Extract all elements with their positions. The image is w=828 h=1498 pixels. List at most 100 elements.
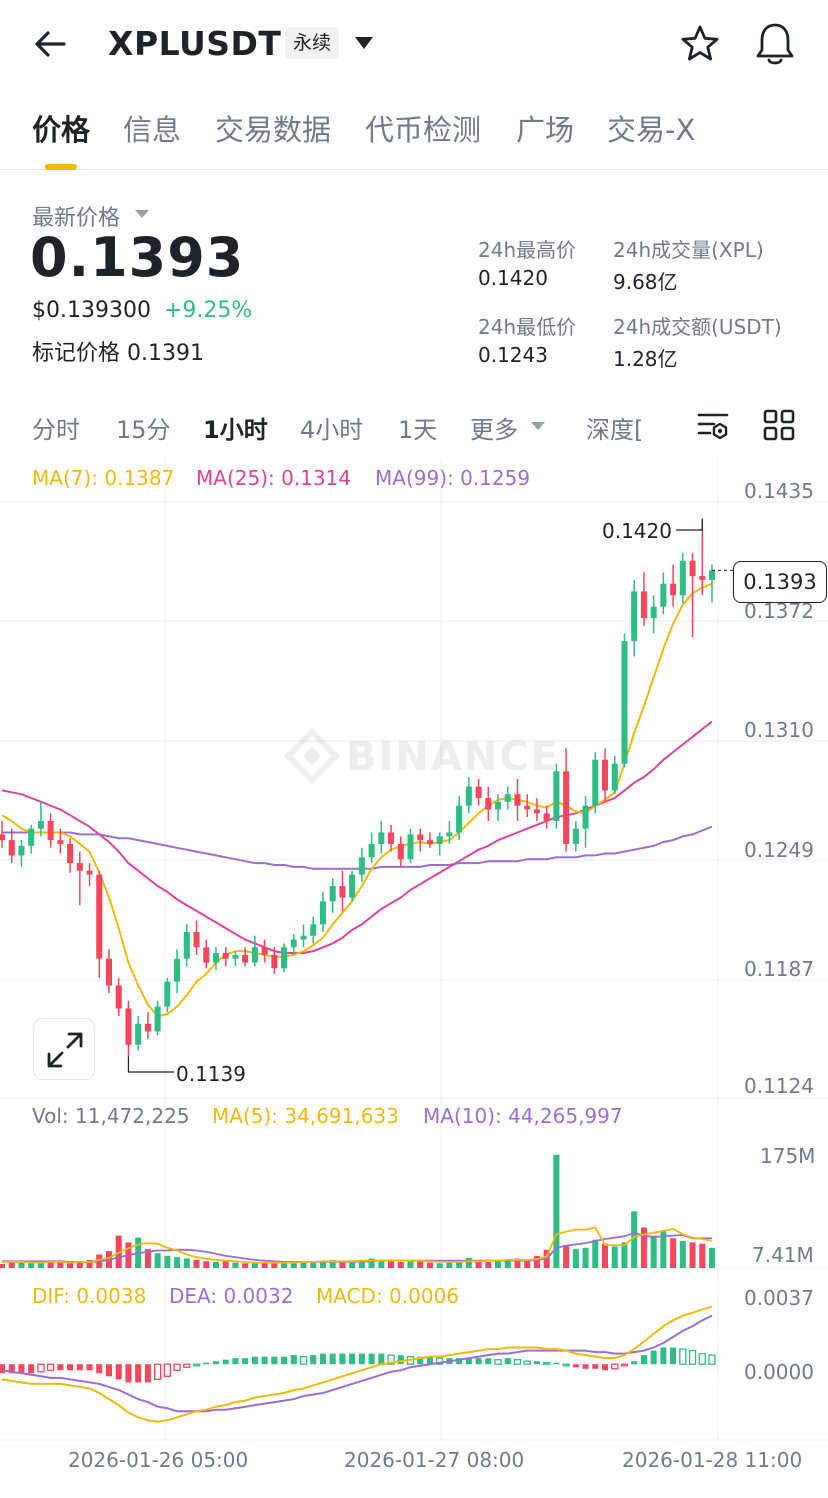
macd-histogram-bar bbox=[397, 1355, 404, 1365]
volume-axis-label: 175M bbox=[760, 1144, 816, 1168]
volume-bar bbox=[174, 1257, 181, 1268]
interval-timeshare[interactable]: 分时 bbox=[32, 416, 80, 444]
macd-histogram-bar bbox=[18, 1364, 25, 1374]
macd-histogram-bar bbox=[494, 1359, 502, 1365]
candle-body bbox=[144, 1023, 151, 1032]
tab-trade-x[interactable]: 交易-X bbox=[607, 113, 696, 147]
high-price-annotation: 0.1420 bbox=[602, 519, 672, 543]
candle-body bbox=[524, 805, 531, 810]
bottom-strip bbox=[0, 1488, 828, 1498]
symbol-title[interactable]: XPLUSDT bbox=[108, 24, 282, 63]
macd-histogram-bar bbox=[601, 1364, 609, 1371]
stat-low-value: 0.1243 bbox=[478, 343, 548, 367]
volume-bar bbox=[368, 1258, 375, 1268]
current-price-tag[interactable]: 0.1393 bbox=[733, 561, 827, 603]
interval-1d[interactable]: 1天 bbox=[398, 416, 438, 444]
dif-legend: DIF: 0.0038 bbox=[32, 1284, 147, 1308]
volume-bar bbox=[261, 1262, 268, 1268]
candle-body bbox=[572, 828, 579, 844]
volume-bar bbox=[329, 1259, 336, 1268]
candle-body bbox=[446, 832, 453, 837]
candle-body bbox=[358, 857, 365, 875]
tab-trading-data[interactable]: 交易数据 bbox=[215, 113, 332, 147]
candle-body bbox=[183, 931, 190, 959]
indicator-settings-icon[interactable] bbox=[696, 408, 730, 442]
volume-bar bbox=[572, 1249, 579, 1268]
candle-body bbox=[417, 834, 424, 841]
volume-bar bbox=[426, 1262, 433, 1268]
volume-bar bbox=[271, 1261, 278, 1268]
interval-15m[interactable]: 15分 bbox=[116, 416, 171, 444]
tab-token-check[interactable]: 代币检测 bbox=[365, 113, 482, 147]
interval-1h[interactable]: 1小时 bbox=[203, 416, 268, 444]
candle-body bbox=[407, 834, 414, 860]
macd-panel bbox=[0, 1305, 716, 1423]
layout-grid-icon[interactable] bbox=[762, 408, 796, 442]
volume-bar bbox=[203, 1261, 210, 1268]
kline-chart[interactable] bbox=[0, 458, 828, 1498]
macd-axis-label: 0.0037 bbox=[744, 1286, 814, 1310]
candle-body bbox=[135, 1023, 142, 1045]
candle-body bbox=[37, 820, 44, 829]
macd-histogram-bar bbox=[465, 1358, 472, 1365]
binance-watermark bbox=[283, 727, 341, 785]
macd-histogram-bar bbox=[513, 1359, 522, 1365]
macd-histogram-bar bbox=[572, 1364, 579, 1368]
candle-body bbox=[465, 786, 472, 806]
candle-body bbox=[339, 886, 346, 898]
tab-price[interactable]: 价格 bbox=[32, 113, 91, 147]
macd-histogram-bar bbox=[698, 1352, 706, 1365]
volume-bar bbox=[582, 1247, 589, 1268]
macd-histogram-bar bbox=[358, 1353, 365, 1365]
volume-legend: Vol: 11,472,225 bbox=[32, 1104, 190, 1128]
bell-icon[interactable] bbox=[752, 20, 798, 68]
candle-body bbox=[271, 954, 278, 969]
macd-histogram-bar bbox=[153, 1363, 162, 1381]
candle-body bbox=[631, 591, 638, 642]
macd-histogram-bar bbox=[660, 1347, 667, 1365]
candle-body bbox=[193, 931, 200, 948]
stat-volume-label: 24h成交量(XPL) bbox=[613, 238, 764, 262]
macd-histogram-bar bbox=[299, 1355, 308, 1365]
stat-high-label: 24h最高价 bbox=[478, 238, 577, 262]
macd-histogram-bar bbox=[281, 1356, 288, 1365]
tab-square[interactable]: 广场 bbox=[516, 113, 575, 147]
volume-bar bbox=[300, 1261, 307, 1268]
moving-average-lines bbox=[1, 582, 713, 1018]
back-arrow-icon[interactable] bbox=[28, 22, 72, 66]
interval-depth[interactable]: 深度[ bbox=[586, 416, 644, 444]
interval-4h[interactable]: 4小时 bbox=[300, 416, 364, 444]
latest-price-caret-icon[interactable] bbox=[134, 209, 150, 219]
dea-line bbox=[1, 1314, 713, 1413]
macd-histogram-bar bbox=[261, 1356, 268, 1365]
macd-histogram-bar bbox=[37, 1363, 45, 1373]
candle-body bbox=[495, 801, 502, 810]
volume-bar bbox=[640, 1227, 647, 1268]
time-axis-label: 2026-01-26 05:00 bbox=[68, 1448, 249, 1472]
volume-bar bbox=[388, 1261, 395, 1268]
candle-body bbox=[242, 954, 249, 963]
more-caret-icon[interactable] bbox=[530, 421, 546, 431]
volume-bar bbox=[436, 1263, 443, 1268]
macd-histogram-bar bbox=[387, 1354, 395, 1365]
dropdown-caret-icon[interactable] bbox=[354, 36, 374, 50]
volume-bar bbox=[553, 1154, 560, 1268]
macd-histogram-bar bbox=[670, 1347, 677, 1365]
candle-body bbox=[504, 794, 511, 802]
latest-price-label[interactable]: 最新价格 bbox=[32, 206, 121, 231]
price-annotations bbox=[127, 518, 733, 1073]
section-tabs: 价格 信息 交易数据 代币检测 广场 交易-X bbox=[0, 100, 828, 170]
macd-histogram-bar bbox=[163, 1363, 172, 1377]
candle-body bbox=[349, 874, 356, 898]
last-price: 0.1393 bbox=[30, 226, 245, 289]
fullscreen-button[interactable] bbox=[33, 1018, 95, 1080]
macd-histogram-bar bbox=[650, 1350, 657, 1365]
volume-bar bbox=[650, 1235, 657, 1268]
ma7-line bbox=[1, 582, 713, 1018]
candle-body bbox=[611, 763, 618, 791]
candle-body bbox=[212, 952, 219, 963]
interval-more[interactable]: 更多 bbox=[470, 416, 518, 444]
tab-info[interactable]: 信息 bbox=[123, 113, 182, 147]
star-icon[interactable] bbox=[678, 22, 722, 66]
ma99-line bbox=[2, 825, 713, 870]
